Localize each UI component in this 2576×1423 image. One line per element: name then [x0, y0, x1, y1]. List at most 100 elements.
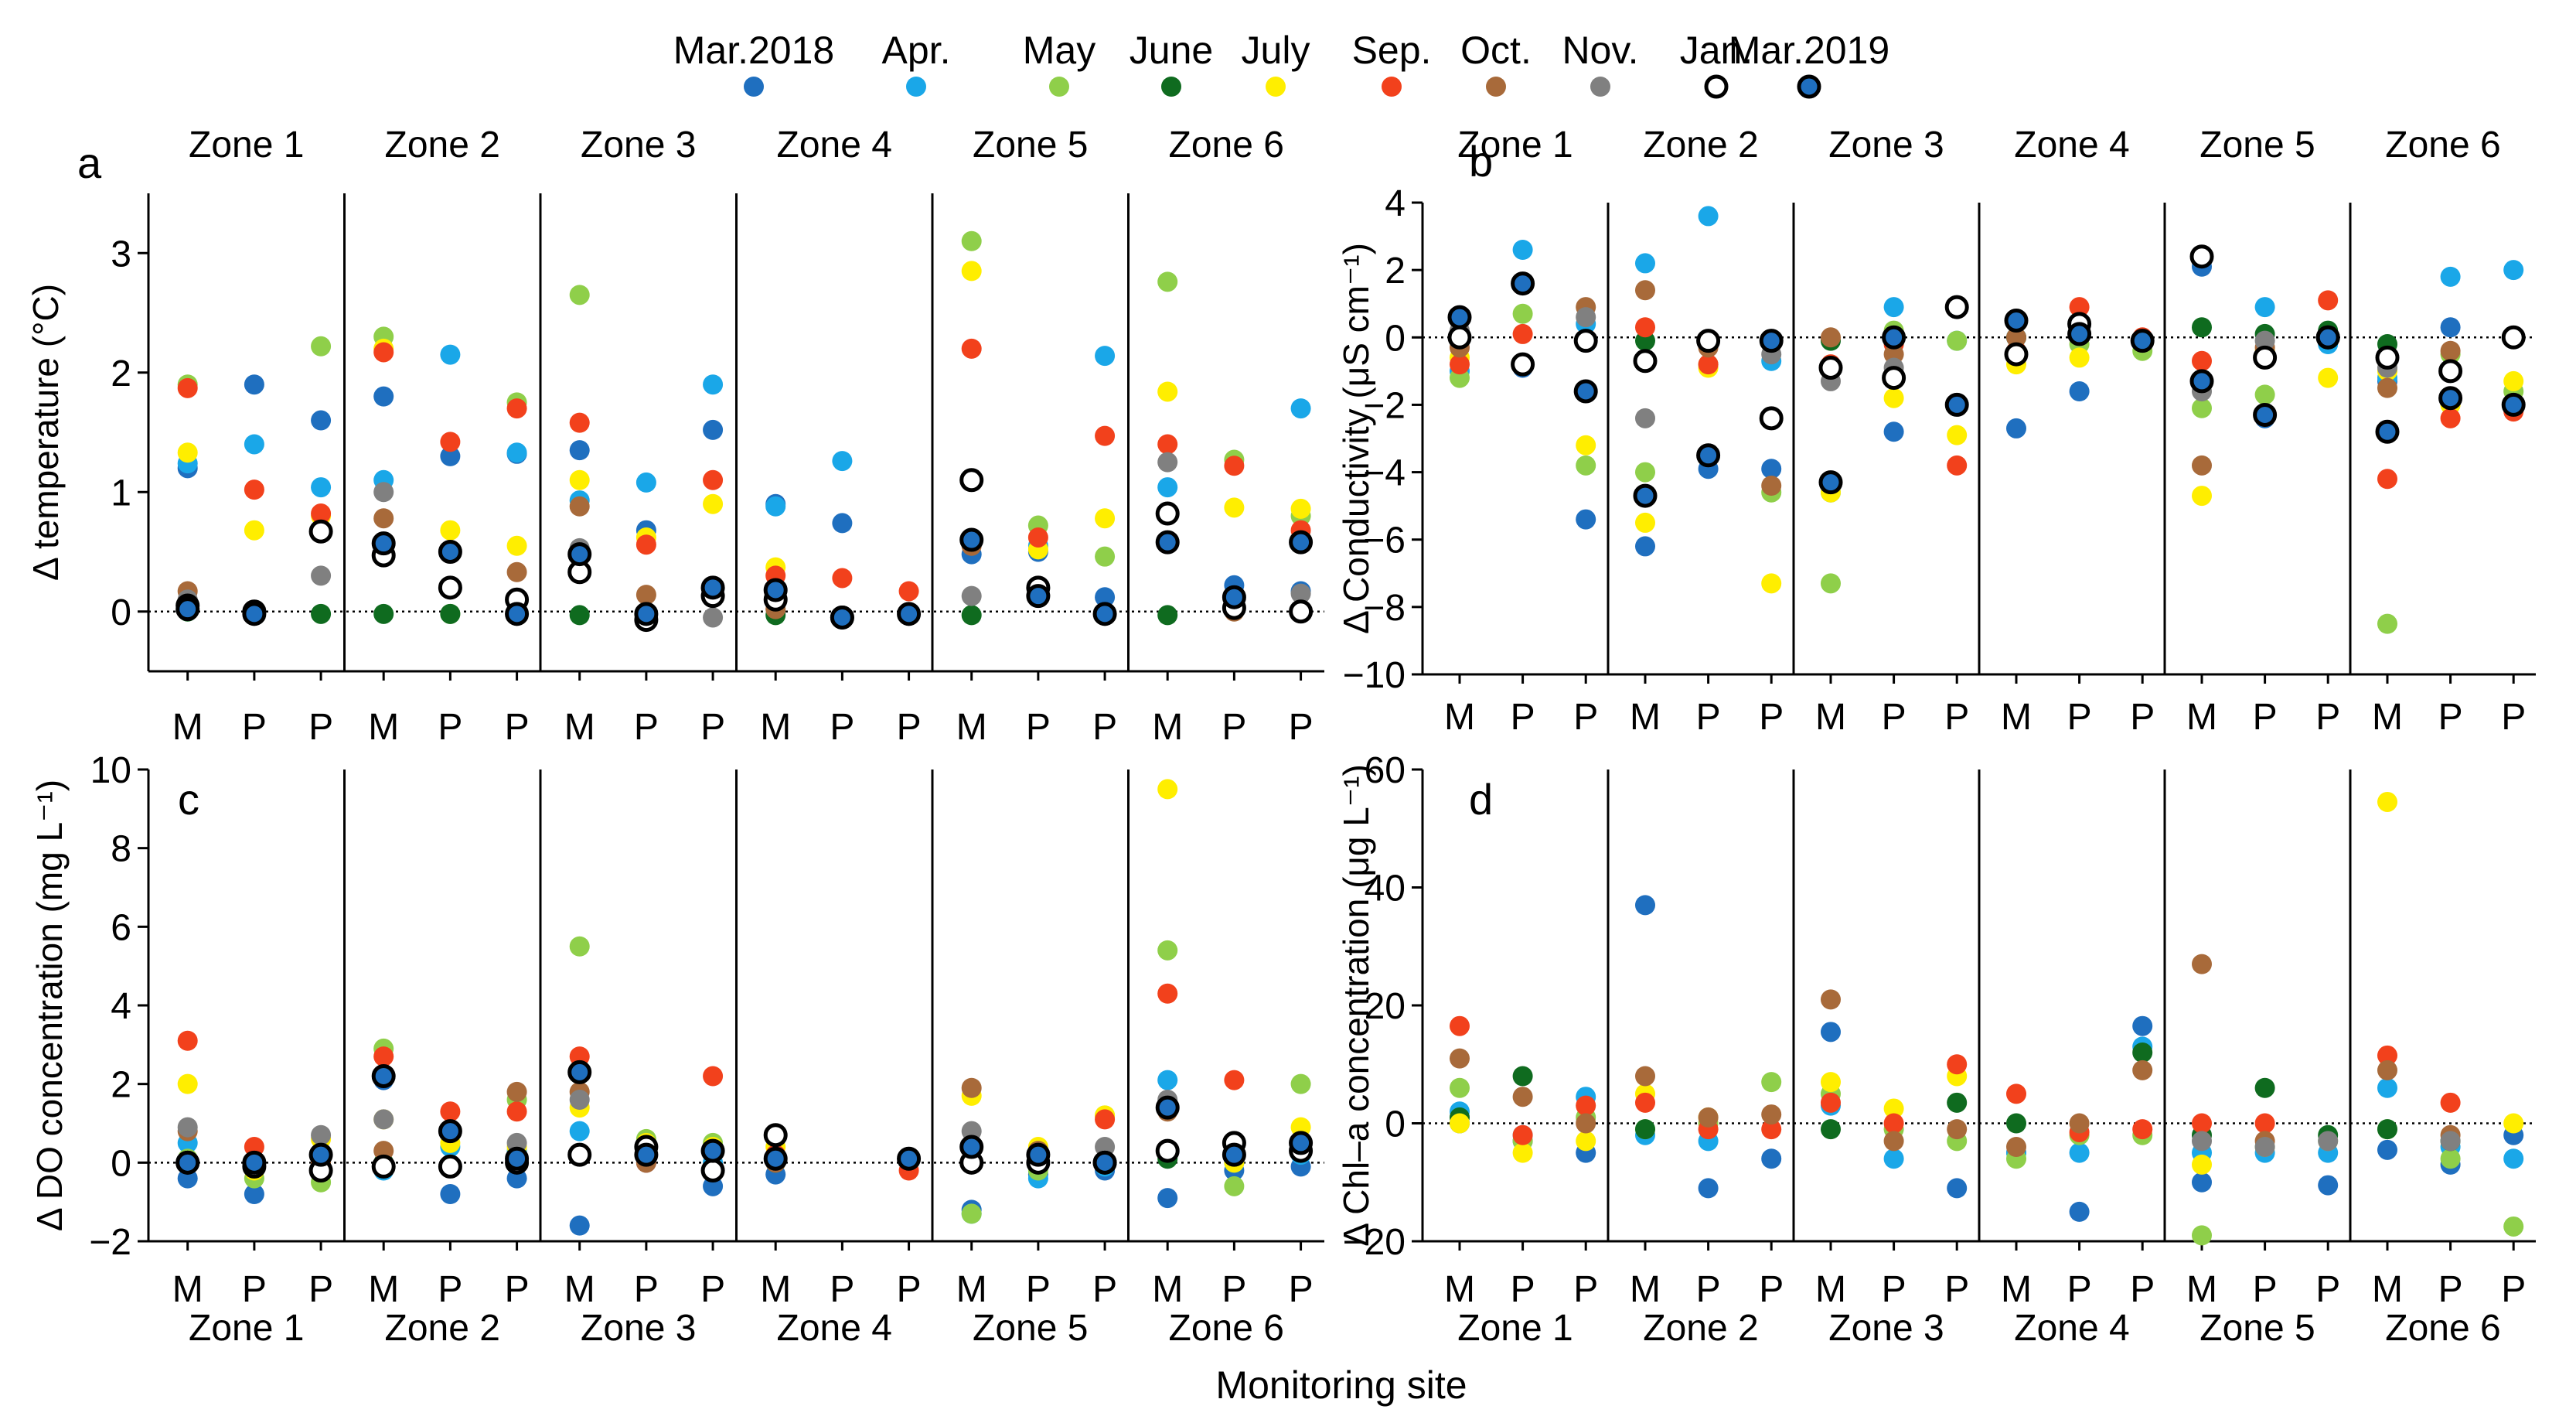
legend-label: Nov. — [1562, 29, 1638, 72]
data-point — [1224, 1070, 1245, 1090]
data-point — [1224, 1176, 1245, 1196]
data-point — [438, 1119, 462, 1144]
zone-label: Zone 4 — [2014, 1308, 2129, 1349]
data-point — [2189, 244, 2214, 269]
data-point — [2254, 384, 2275, 405]
data-point — [505, 602, 530, 626]
data-point — [2069, 297, 2090, 318]
data-point — [1947, 1092, 1968, 1113]
data-point — [2503, 370, 2524, 391]
data-point — [175, 1150, 200, 1175]
data-point — [311, 565, 332, 586]
data-point — [2503, 260, 2524, 281]
data-point — [1289, 530, 1314, 555]
site-label: P — [505, 1269, 530, 1310]
data-point — [569, 496, 590, 517]
site-label: P — [2130, 697, 2155, 738]
zone-label: Zone 3 — [581, 1308, 696, 1349]
data-point — [440, 603, 461, 624]
data-point — [2318, 1131, 2339, 1152]
data-point — [959, 527, 984, 552]
y-tick-label: 2 — [111, 1065, 131, 1106]
y-tick-label: 20 — [1365, 986, 1406, 1027]
data-point — [2375, 419, 2400, 444]
site-label: P — [1882, 1269, 1906, 1310]
data-point — [1157, 779, 1178, 800]
legend-label: July — [1242, 29, 1310, 72]
data-point — [1633, 483, 1658, 508]
data-point — [1696, 329, 1721, 353]
site-label: P — [634, 1269, 659, 1310]
data-point — [2440, 1092, 2461, 1113]
zone-label: Zone 4 — [777, 125, 892, 166]
data-point — [244, 374, 264, 395]
zone-label: Zone 5 — [2199, 125, 2315, 166]
data-point — [1635, 253, 1655, 274]
data-point — [897, 1146, 922, 1171]
data-point — [2440, 340, 2461, 361]
site-label: P — [2130, 1269, 2155, 1310]
legend-marker — [1797, 74, 1821, 99]
data-point — [1576, 307, 1596, 328]
data-point — [1095, 425, 1116, 446]
data-point — [2501, 392, 2526, 417]
data-point — [2438, 386, 2463, 411]
site-label: P — [1573, 697, 1598, 738]
data-point — [1095, 508, 1116, 529]
data-point — [1635, 462, 1655, 483]
data-point — [2130, 329, 2155, 353]
site-label: P — [2501, 1269, 2526, 1310]
data-point — [1157, 940, 1178, 961]
data-point — [373, 386, 394, 407]
legend-marker — [1266, 77, 1286, 97]
data-point — [1821, 327, 1841, 348]
y-tick-label: 6 — [111, 907, 131, 948]
data-point — [569, 285, 590, 305]
data-point — [2069, 381, 2090, 401]
site-label: M — [564, 707, 595, 748]
data-point — [2069, 1201, 2090, 1222]
y-axis-label: Δ DO concentration (mg L⁻¹) — [29, 780, 70, 1231]
zone-label: Zone 6 — [2385, 1308, 2500, 1349]
data-point — [1635, 512, 1655, 533]
data-point — [311, 336, 332, 357]
data-point — [2192, 1172, 2212, 1193]
data-point — [2440, 408, 2461, 428]
zone-label: Zone 6 — [1169, 125, 1284, 166]
data-point — [961, 605, 982, 626]
data-point — [440, 432, 461, 452]
zone-label: Zone 2 — [1643, 125, 1758, 166]
site-label: M — [1630, 1269, 1661, 1310]
site-label: P — [2067, 1269, 2092, 1310]
data-point — [1157, 1070, 1178, 1090]
panel-d: d −20 0 20 40 60Δ Chl‒a concentration (μg L⁻¹… — [1336, 750, 2536, 1349]
zone-label: Zone 4 — [777, 1308, 892, 1349]
site-label: M — [760, 1269, 791, 1310]
data-point — [1759, 406, 1784, 431]
data-point — [1761, 1072, 1782, 1093]
zone-label: Zone 5 — [973, 1308, 1088, 1349]
site-label: M — [368, 707, 399, 748]
data-point — [1095, 546, 1116, 567]
data-point — [506, 398, 527, 419]
site-label: P — [1222, 1269, 1246, 1310]
data-point — [2377, 613, 2397, 634]
data-point — [569, 412, 590, 433]
data-point — [635, 534, 656, 555]
data-point — [1157, 605, 1178, 626]
y-tick-label: −10 — [1343, 655, 1406, 696]
data-point — [1635, 895, 1655, 916]
y-tick-label: 0 — [111, 1143, 131, 1184]
data-point — [830, 605, 854, 630]
site-label: P — [2315, 1269, 2340, 1310]
data-point — [1095, 1109, 1116, 1130]
data-point — [567, 1142, 592, 1167]
y-tick-label: 2 — [111, 353, 131, 394]
site-label: P — [438, 707, 462, 748]
y-tick-label: 0 — [1385, 1104, 1406, 1145]
data-point — [1512, 1066, 1533, 1087]
data-point — [1698, 1107, 1719, 1128]
data-point — [2132, 1119, 2153, 1140]
data-point — [1761, 1119, 1782, 1140]
